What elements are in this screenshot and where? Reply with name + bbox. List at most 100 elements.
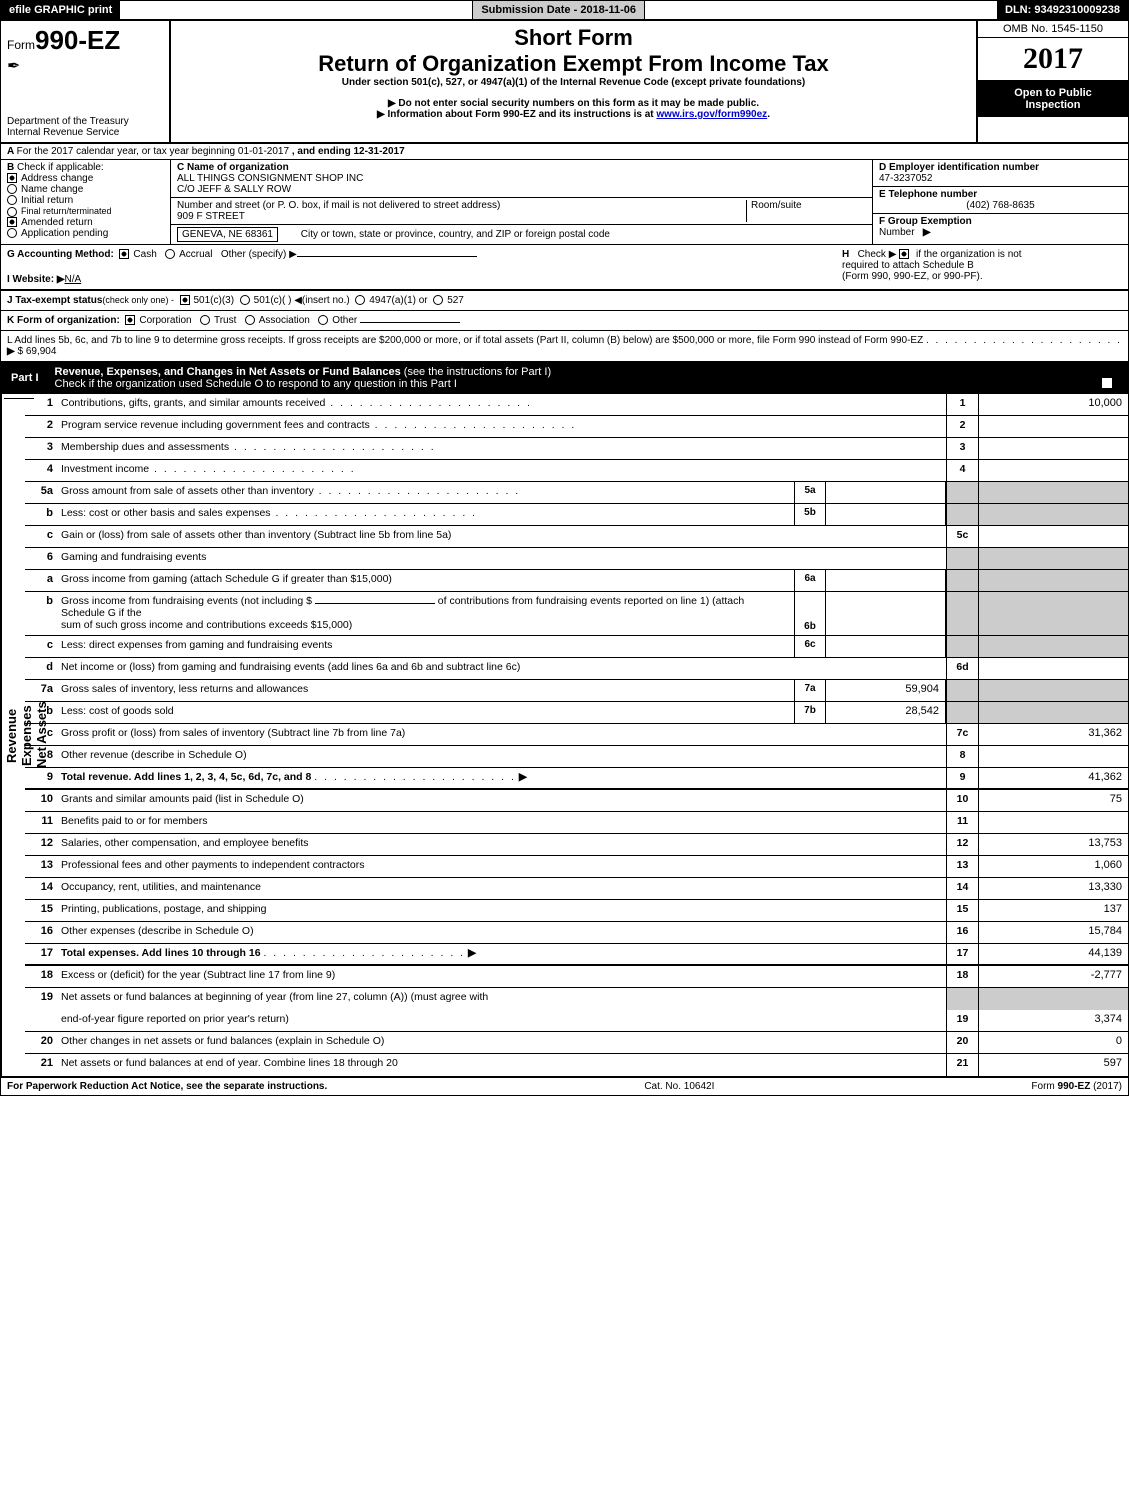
- section-g: G Accounting Method: Cash Accrual Other …: [7, 249, 842, 260]
- checkbox-initial-return[interactable]: Initial return: [7, 195, 164, 206]
- form-number: Form990-EZ: [7, 25, 163, 56]
- catalog-number: Cat. No. 10642I: [644, 1081, 714, 1092]
- line-6b-value: [826, 592, 946, 635]
- other-specify-input[interactable]: [297, 256, 477, 257]
- paperwork-notice: For Paperwork Reduction Act Notice, see …: [7, 1081, 327, 1092]
- form-page: efile GRAPHIC print Submission Date - 20…: [0, 0, 1129, 1096]
- checkbox-name-change[interactable]: Name change: [7, 184, 164, 195]
- section-a-row: A For the 2017 calendar year, or tax yea…: [1, 144, 1128, 160]
- checkbox-icon: [7, 217, 17, 227]
- checkbox-address-change[interactable]: Address change: [7, 173, 164, 184]
- dots: [926, 335, 1122, 346]
- line-7a: 7a Gross sales of inventory, less return…: [25, 680, 1128, 702]
- radio-527[interactable]: [433, 295, 443, 305]
- section-e: E Telephone number (402) 768-8635: [873, 187, 1128, 214]
- radio-icon: [7, 195, 17, 205]
- line-7c: c Gross profit or (loss) from sales of i…: [25, 724, 1128, 746]
- line-8: 8 Other revenue (describe in Schedule O)…: [25, 746, 1128, 768]
- line-6d: d Net income or (loss) from gaming and f…: [25, 658, 1128, 680]
- line-5b: b Less: cost or other basis and sales ex…: [25, 504, 1128, 526]
- radio-trust[interactable]: [200, 315, 210, 325]
- topbar: efile GRAPHIC print Submission Date - 20…: [1, 1, 1128, 21]
- info-line: ▶ Information about Form 990-EZ and its …: [177, 109, 970, 120]
- irs-eagle-icon: ✒: [7, 56, 163, 76]
- line-21: 21 Net assets or fund balances at end of…: [25, 1054, 1128, 1076]
- line-5c-value: [978, 526, 1128, 547]
- org-name-row: C Name of organization ALL THINGS CONSIG…: [171, 160, 872, 198]
- radio-icon: [7, 184, 17, 194]
- section-j: J Tax-exempt status(check only one) - 50…: [1, 291, 1128, 311]
- part-i-lines: 1 Contributions, gifts, grants, and simi…: [25, 394, 1128, 1076]
- short-form-label: Short Form: [177, 25, 970, 51]
- checkbox-final-return[interactable]: Final return/terminated: [7, 206, 164, 217]
- line-1: 1 Contributions, gifts, grants, and simi…: [25, 394, 1128, 416]
- under-section-text: Under section 501(c), 527, or 4947(a)(1)…: [177, 77, 970, 88]
- line-6c-value: [826, 636, 946, 657]
- checkbox-app-pending[interactable]: Application pending: [7, 228, 164, 239]
- netassets-tab: Net Assets: [34, 398, 49, 1072]
- line-3-value: [978, 438, 1128, 459]
- check-corporation[interactable]: [125, 315, 135, 325]
- radio-icon: [7, 207, 17, 217]
- other-org-input[interactable]: [360, 322, 460, 323]
- open-to-public-box: Open to Public Inspection: [978, 81, 1128, 117]
- form-prefix: Form: [7, 38, 35, 52]
- check-cash[interactable]: [119, 249, 129, 259]
- line-14-value: 13,330: [978, 878, 1128, 899]
- line-10: 10 Grants and similar amounts paid (list…: [25, 790, 1128, 812]
- form-header: Form990-EZ ✒ Department of the Treasury …: [1, 21, 1128, 144]
- line-4: 4 Investment income 4: [25, 460, 1128, 482]
- org-name: ALL THINGS CONSIGNMENT SHOP INC: [177, 173, 866, 184]
- radio-accrual[interactable]: [165, 249, 175, 259]
- check-501c3[interactable]: [180, 295, 190, 305]
- fundraising-amount-input[interactable]: [315, 603, 435, 604]
- part-i-title: Revenue, Expenses, and Changes in Net As…: [49, 363, 1128, 393]
- line-10-value: 75: [978, 790, 1128, 811]
- header-center-column: Short Form Return of Organization Exempt…: [171, 21, 978, 142]
- ein: 47-3237052: [879, 173, 932, 184]
- section-i: I Website: ▶N/A: [7, 274, 842, 285]
- section-c-column: C Name of organization ALL THINGS CONSIG…: [171, 160, 873, 244]
- section-b-column: B Check if applicable: Address change Na…: [1, 160, 171, 244]
- radio-other-org[interactable]: [318, 315, 328, 325]
- line-2-value: [978, 416, 1128, 437]
- radio-association[interactable]: [245, 315, 255, 325]
- checkbox-amended-return[interactable]: Amended return: [7, 217, 164, 228]
- line-18-value: -2,777: [978, 966, 1128, 987]
- side-tabs: Revenue Expenses Net Assets: [1, 394, 25, 1076]
- street-row: Number and street (or P. O. box, if mail…: [171, 198, 872, 225]
- line-19a: 19 Net assets or fund balances at beginn…: [25, 988, 1128, 1010]
- org-city-state-zip: GENEVA, NE 68361: [177, 227, 278, 242]
- line-9-value: 41,362: [978, 768, 1128, 788]
- line-12-value: 13,753: [978, 834, 1128, 855]
- tax-year: 2017: [978, 38, 1128, 81]
- check-schedule-b[interactable]: [899, 249, 909, 259]
- radio-501c[interactable]: [240, 295, 250, 305]
- page-footer: For Paperwork Reduction Act Notice, see …: [1, 1076, 1128, 1095]
- line-18: 18 Excess or (deficit) for the year (Sub…: [25, 966, 1128, 988]
- line-13-value: 1,060: [978, 856, 1128, 877]
- line-2: 2 Program service revenue including gove…: [25, 416, 1128, 438]
- line-11: 11 Benefits paid to or for members 11: [25, 812, 1128, 834]
- revenue-tab: Revenue: [4, 398, 19, 1072]
- city-row: GENEVA, NE 68361 City or town, state or …: [171, 225, 872, 244]
- section-def-column: D Employer identification number 47-3237…: [873, 160, 1128, 244]
- treasury-dept: Department of the Treasury: [7, 116, 163, 127]
- line-6: 6 Gaming and fundraising events: [25, 548, 1128, 570]
- form990ez-link[interactable]: www.irs.gov/form990ez: [656, 109, 767, 120]
- gross-receipts: $ 69,904: [17, 346, 56, 357]
- line-15: 15 Printing, publications, postage, and …: [25, 900, 1128, 922]
- line-5c: c Gain or (loss) from sale of assets oth…: [25, 526, 1128, 548]
- line-7c-value: 31,362: [978, 724, 1128, 745]
- line-7a-value: 59,904: [826, 680, 946, 701]
- part-i-body: Revenue Expenses Net Assets 1 Contributi…: [1, 394, 1128, 1076]
- radio-4947[interactable]: [355, 295, 365, 305]
- line-5a: 5a Gross amount from sale of assets othe…: [25, 482, 1128, 504]
- main-title: Return of Organization Exempt From Incom…: [177, 51, 970, 77]
- section-ghi-row: G Accounting Method: Cash Accrual Other …: [1, 245, 1128, 291]
- line-6d-value: [978, 658, 1128, 679]
- check-schedule-o[interactable]: [1102, 378, 1112, 388]
- line-20-value: 0: [978, 1032, 1128, 1053]
- telephone: (402) 768-8635: [879, 200, 1122, 211]
- ssn-warning: ▶ Do not enter social security numbers o…: [177, 98, 970, 109]
